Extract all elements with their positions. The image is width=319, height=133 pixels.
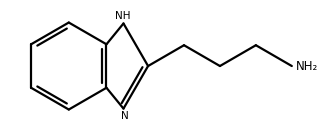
Text: NH₂: NH₂ <box>296 60 318 72</box>
Text: NH: NH <box>115 11 130 21</box>
Text: N: N <box>121 111 128 121</box>
